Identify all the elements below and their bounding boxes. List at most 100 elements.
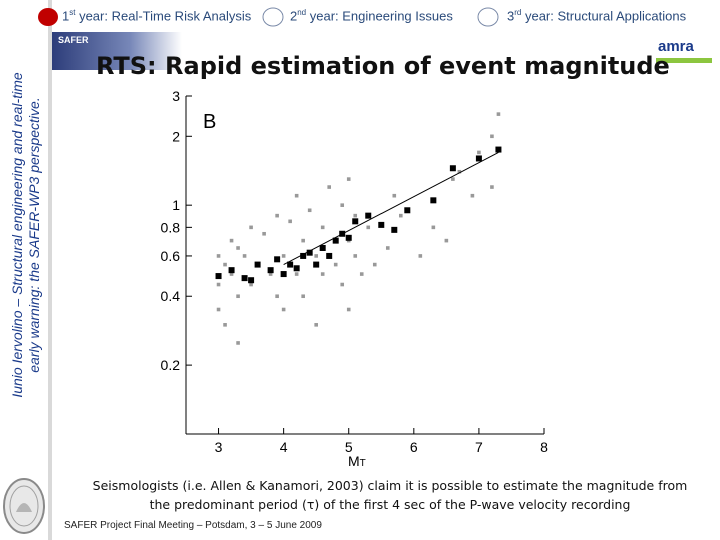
event-average-point <box>391 226 398 233</box>
amra-logo: amra <box>652 38 714 66</box>
event-average-point <box>313 261 320 268</box>
y-tick-label: 2 <box>172 128 180 144</box>
caption: Seismologists (i.e. Allen & Kanamori, 20… <box>60 476 720 514</box>
tab-3-text: year: Structural Applications <box>521 8 687 24</box>
station-point <box>333 262 338 267</box>
panel-label: B <box>203 111 216 133</box>
x-tick-label: 5 <box>345 439 353 455</box>
station-point <box>229 272 234 276</box>
x-tick-label: 7 <box>475 439 483 455</box>
station-point <box>327 185 331 189</box>
page-title: RTS: Rapid estimation of event magnitude <box>96 52 670 80</box>
tab-3-icon <box>477 7 499 27</box>
station-point <box>314 323 318 327</box>
event-average-point <box>449 165 456 172</box>
event-average-point <box>430 197 437 204</box>
station-point <box>236 341 240 345</box>
station-point <box>418 254 423 258</box>
logo-bar <box>656 58 712 63</box>
station-point <box>275 213 279 218</box>
tab-realtime-risk[interactable]: 1st year: Real-Time Risk Analysis <box>62 8 251 23</box>
station-point <box>281 254 286 258</box>
station-point <box>353 254 358 258</box>
tab-2-icon <box>262 7 284 27</box>
caption-line1: Seismologists (i.e. Allen & Kanamori, 20… <box>92 478 688 493</box>
event-average-point <box>306 249 313 256</box>
station-point <box>216 282 221 287</box>
event-average-point <box>345 234 352 241</box>
event-average-point <box>352 218 359 225</box>
station-point <box>385 246 390 250</box>
footer: SAFER Project Final Meeting – Potsdam, 3… <box>64 520 322 531</box>
station-point <box>294 193 299 198</box>
event-average-point <box>495 146 502 153</box>
regression-line <box>283 152 499 266</box>
event-average-point <box>300 252 307 259</box>
station-point <box>216 254 221 258</box>
event-average-point <box>215 273 222 280</box>
x-axis-label: MT <box>348 453 366 468</box>
station-point <box>223 323 227 327</box>
event-average-point <box>404 207 411 214</box>
x-tick-label: 4 <box>280 439 288 455</box>
y-tick-label: 0.4 <box>161 288 181 304</box>
y-tick-label: 1 <box>172 197 180 213</box>
event-average-point <box>228 267 235 274</box>
station-point <box>249 282 253 287</box>
station-point <box>236 246 240 250</box>
station-point <box>457 169 462 174</box>
station-point <box>236 294 240 299</box>
station-point <box>301 238 305 243</box>
station-point <box>268 272 273 276</box>
event-average-point <box>241 275 248 282</box>
event-average-point <box>254 261 261 268</box>
event-average-point <box>326 252 333 259</box>
y-tick-label: 0.2 <box>161 357 181 373</box>
event-average-point <box>332 237 339 244</box>
x-tick-label: 6 <box>410 439 418 455</box>
university-seal-icon <box>3 478 45 534</box>
station-point <box>399 213 403 218</box>
x-axis-label-sub: T <box>360 458 366 468</box>
station-point <box>490 134 494 139</box>
event-average-point <box>248 277 255 284</box>
event-average-point <box>365 212 372 219</box>
station-point <box>451 177 455 181</box>
station-point <box>281 307 286 312</box>
tab-2-number: 2 <box>290 8 298 24</box>
project-banner: SAFER <box>52 32 182 70</box>
station-point <box>249 225 253 230</box>
station-point <box>320 272 325 276</box>
y-tick-label: 3 <box>172 88 180 104</box>
station-point <box>307 208 312 213</box>
tab-3-suffix: rd <box>514 8 522 17</box>
station-point <box>346 307 351 312</box>
vertical-title-line1: Iunio Iervolino – Structural engineering… <box>9 72 25 398</box>
topbar: 1st year: Real-Time Risk Analysis 2nd ye… <box>38 0 720 34</box>
station-point <box>314 254 318 258</box>
tab-2-suffix: nd <box>297 8 307 17</box>
station-point <box>359 272 364 276</box>
scatter-chart: 3 4 5 6 7 8 3 2 1 0.8 0.6 0.4 0.2 B MT <box>161 88 549 468</box>
station-point <box>216 307 221 312</box>
tab-1-suffix: st <box>69 8 76 17</box>
event-average-point <box>287 261 294 268</box>
station-point <box>431 225 436 230</box>
station-point <box>496 112 501 116</box>
y-tick-label: 0.6 <box>161 248 181 264</box>
station-point <box>275 294 279 299</box>
vertical-title: Iunio Iervolino – Structural engineering… <box>9 15 43 455</box>
tab-structural-applications[interactable]: 3rd year: Structural Applications <box>507 8 686 23</box>
station-point <box>392 193 397 198</box>
station-point <box>470 193 475 198</box>
event-average-point <box>293 265 300 272</box>
vertical-title-line2: early warning: the SAFER-WP3 perspective… <box>26 97 42 373</box>
active-tab-icon <box>38 8 58 26</box>
logo-text: amra <box>658 38 694 55</box>
tab-1-number: 1 <box>62 8 70 24</box>
tab-engineering-issues[interactable]: 2nd year: Engineering Issues <box>290 8 453 23</box>
x-axis-label-main: M <box>348 453 360 468</box>
event-average-point <box>475 155 482 162</box>
station-point <box>301 294 305 299</box>
station-point <box>229 238 234 243</box>
